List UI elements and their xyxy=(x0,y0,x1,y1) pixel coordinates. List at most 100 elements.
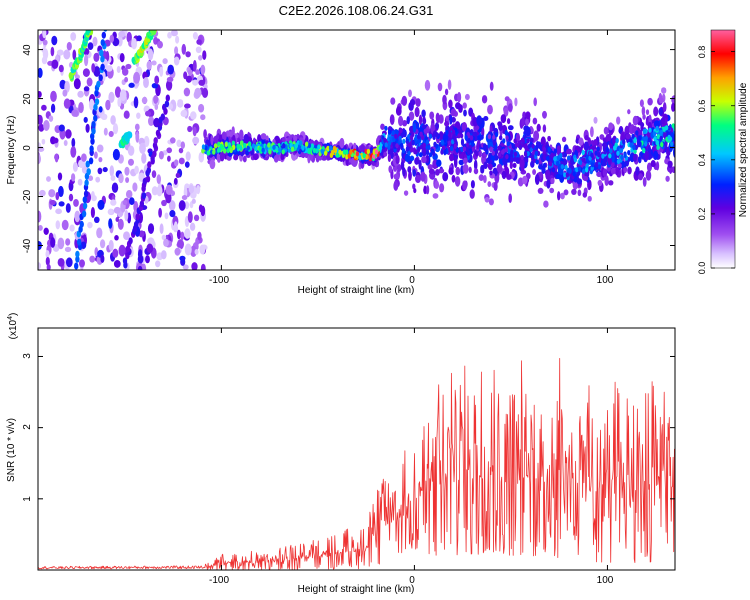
spectrogram-cell xyxy=(93,52,100,63)
spectrogram-cell xyxy=(151,82,159,89)
spectrogram-cell xyxy=(497,121,503,127)
spectrogram-cell xyxy=(422,117,427,125)
spectrogram-cell xyxy=(532,117,538,125)
colorbar-gradient xyxy=(710,29,736,269)
spectrogram-cell xyxy=(567,155,571,161)
spectrogram-cell xyxy=(619,147,624,154)
spectrogram-cell xyxy=(470,180,475,189)
spectrogram-cell xyxy=(419,131,423,137)
figure-title: C2E2.2026.108.06.24.G31 xyxy=(279,3,434,18)
spectrogram-panel: -100 0 100 -40 -20 0 20 40 Height of str… xyxy=(6,29,676,296)
spectrogram-cell xyxy=(438,114,444,124)
spectrogram-cell xyxy=(243,133,250,145)
spectrogram-cell xyxy=(491,150,495,156)
spectrogram-cell xyxy=(307,142,312,149)
spectrogram-cell xyxy=(131,38,138,50)
spectrogram-cell xyxy=(478,174,484,182)
spectrogram-cell xyxy=(631,133,635,139)
spectrogram-cell xyxy=(387,144,391,150)
spectrogram-cell xyxy=(124,166,130,176)
spectrogram-cell xyxy=(551,167,556,173)
spectrogram-cell xyxy=(616,150,620,156)
spectrogram-cell xyxy=(527,143,531,149)
spectrogram-cell xyxy=(553,156,557,162)
spectrogram-cell xyxy=(671,95,675,105)
spectrogram-cell xyxy=(99,239,106,249)
spectrogram-cell xyxy=(180,256,186,263)
spectrogram-cell xyxy=(134,165,139,175)
spectrogram-cell xyxy=(223,148,227,154)
spectrogram-cell xyxy=(349,149,353,155)
spectrogram-cell xyxy=(272,144,276,150)
spectrogram-cell xyxy=(307,149,312,155)
spectrogram-cell xyxy=(542,147,547,153)
spectrogram-cell xyxy=(667,134,671,140)
spectrogram-cell xyxy=(281,149,285,155)
snr-panel: -100 0 100 1 2 3 (x104) SNR (10 * v/v) H… xyxy=(6,313,676,595)
spectrogram-cell xyxy=(195,46,202,54)
spectrogram-cell xyxy=(187,211,193,223)
spectrogram-cell xyxy=(513,138,517,144)
spectrogram-cell xyxy=(500,114,507,124)
spectrogram-cell xyxy=(434,169,440,176)
spectrogram-cell xyxy=(644,150,649,161)
spectrogram-cell xyxy=(578,160,583,166)
spectrogram-cell xyxy=(57,172,63,181)
spectrogram-cell xyxy=(61,219,69,231)
spectrogram-cell xyxy=(563,189,569,196)
spectrogram-cell xyxy=(471,141,475,147)
spectrogram-cell xyxy=(141,192,147,200)
spectrogram-cell xyxy=(190,245,197,258)
spectrogram-cell xyxy=(282,143,286,149)
spectrogram-cell xyxy=(632,153,638,162)
spectrogram-cell xyxy=(393,180,399,191)
spectrogram-cell xyxy=(117,218,124,230)
spectrogram-cell xyxy=(71,137,76,148)
spectrogram-cell xyxy=(110,115,116,125)
snr-ytick-label: 1 xyxy=(22,496,33,502)
spectrogram-xtick-label: 0 xyxy=(409,275,415,286)
spectrogram-cell xyxy=(583,141,589,151)
spectrogram-cell xyxy=(161,199,167,207)
spectrogram-cell xyxy=(460,138,465,146)
spectrogram-cell xyxy=(77,238,82,246)
spectrogram-cell xyxy=(164,212,169,220)
spectrogram-cell xyxy=(293,135,298,142)
spectrogram-cell xyxy=(151,30,157,36)
spectrogram-cell xyxy=(487,163,493,171)
spectrogram-cell xyxy=(462,146,467,152)
spectrogram-cell xyxy=(476,115,483,126)
spectrogram-cell xyxy=(372,153,376,159)
spectrogram-cell xyxy=(582,192,588,198)
spectrogram-cell xyxy=(100,55,105,63)
spectrogram-cell xyxy=(542,110,547,119)
spectrogram-cell xyxy=(563,172,567,178)
spectrogram-cell xyxy=(547,146,551,152)
spectrogram-cell xyxy=(139,200,145,208)
spectrogram-cell xyxy=(421,155,427,164)
spectrogram-cell xyxy=(596,146,600,152)
spectrogram-cell xyxy=(198,55,203,61)
spectrogram-cell xyxy=(576,178,583,185)
spectrogram-cell xyxy=(113,206,121,214)
snr-series xyxy=(38,357,675,570)
spectrogram-cell xyxy=(137,265,143,270)
spectrogram-cell xyxy=(178,147,184,154)
spectrogram-cell xyxy=(485,149,489,155)
spectrogram-cell xyxy=(454,176,461,187)
spectrogram-cell xyxy=(165,94,170,102)
spectrogram-cell xyxy=(75,255,80,263)
spectrogram-cell xyxy=(392,142,396,148)
spectrogram-cell xyxy=(442,172,449,182)
spectrogram-cell xyxy=(445,115,450,122)
spectrogram-cell xyxy=(423,185,427,195)
spectrogram-cell xyxy=(441,145,446,151)
spectrogram-cell xyxy=(435,112,440,123)
spectrogram-cell xyxy=(194,248,199,255)
spectrogram-cell xyxy=(93,103,98,111)
spectrogram-cell xyxy=(560,164,565,170)
spectrogram-cell xyxy=(135,213,140,221)
spectrogram-cell xyxy=(87,42,94,51)
spectrogram-cell xyxy=(638,141,642,147)
spectrogram-cell xyxy=(383,151,388,157)
